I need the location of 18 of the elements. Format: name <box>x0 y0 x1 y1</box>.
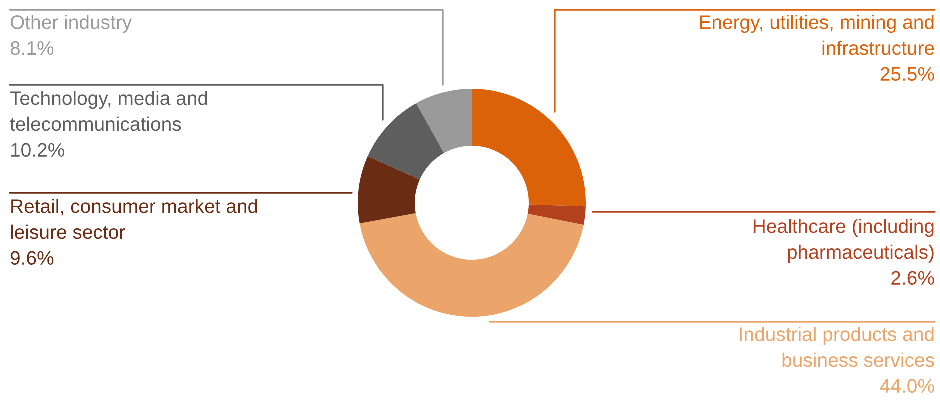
data-label: 2.6% <box>892 271 934 286</box>
donut-slice <box>528 204 586 226</box>
data-label: 8.1% <box>10 41 54 56</box>
data-label: 9.6% <box>10 251 54 266</box>
slice-label: Healthcare (including pharmaceuticals) <box>754 219 934 263</box>
donut-slice <box>368 103 444 180</box>
slice-label: Other industry <box>10 15 132 34</box>
slice-label: Energy, utilities, mining and infrastructure <box>700 15 934 56</box>
donut-slice <box>416 89 472 154</box>
data-label: 10.2% <box>11 143 64 158</box>
data-label: 44.0% <box>880 379 934 394</box>
slice-label: Retail, consumer market and leisure sector <box>11 199 258 240</box>
donut-slice <box>360 213 584 317</box>
donut-slice <box>472 89 586 207</box>
donut-slice <box>358 156 420 224</box>
slice-label: Technology, media and telecommunications <box>10 91 208 132</box>
data-label: 25.5% <box>880 67 934 82</box>
slice-label: Industrial products and business services <box>740 327 934 368</box>
